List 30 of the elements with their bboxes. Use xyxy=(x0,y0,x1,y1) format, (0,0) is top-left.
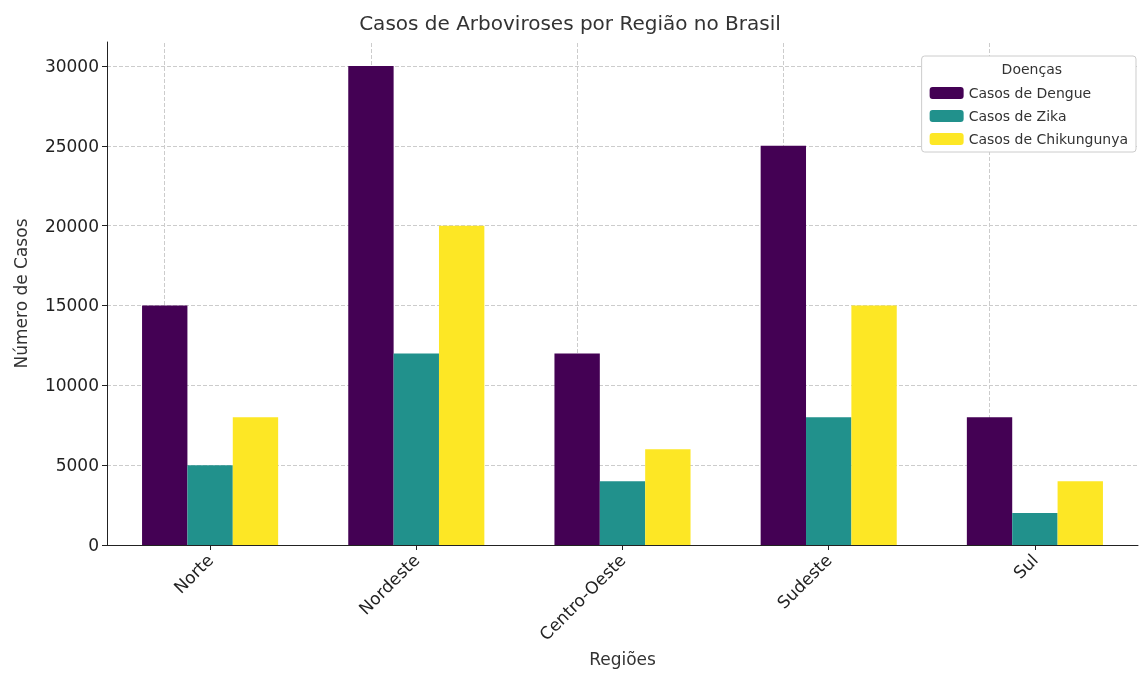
bar xyxy=(645,449,691,545)
bar xyxy=(142,305,188,545)
bar xyxy=(599,481,646,545)
bar xyxy=(1012,513,1058,545)
y-tick-label: 25000 xyxy=(44,135,99,156)
bar xyxy=(554,353,600,545)
y-tick-label: 30000 xyxy=(44,55,99,76)
bar xyxy=(851,305,897,545)
x-axis-title: Regiões xyxy=(589,648,657,669)
legend-label: Casos de Dengue xyxy=(968,85,1092,101)
bar xyxy=(348,65,394,545)
y-tick-label: 15000 xyxy=(44,295,99,316)
y-axis-title: Número de Casos xyxy=(10,218,31,369)
bar xyxy=(393,353,439,545)
chart-title: Casos de Arboviroses por Região no Brasil xyxy=(359,11,781,35)
legend-title: Doenças xyxy=(1001,61,1062,77)
legend-label: Casos de Zika xyxy=(968,108,1067,124)
x-tick-label: Sul xyxy=(1009,549,1042,583)
y-tick-label: 0 xyxy=(88,535,99,555)
bar xyxy=(232,417,279,545)
legend-label: Casos de Chikungunya xyxy=(968,131,1129,147)
y-tick-label: 10000 xyxy=(44,375,99,396)
y-tick-label: 5000 xyxy=(55,455,99,476)
bar xyxy=(966,417,1013,545)
bar xyxy=(760,145,807,545)
bar xyxy=(187,465,233,545)
y-tick-label: 20000 xyxy=(44,215,99,236)
bar xyxy=(1057,481,1103,545)
bar xyxy=(438,225,485,545)
bar xyxy=(806,417,852,545)
